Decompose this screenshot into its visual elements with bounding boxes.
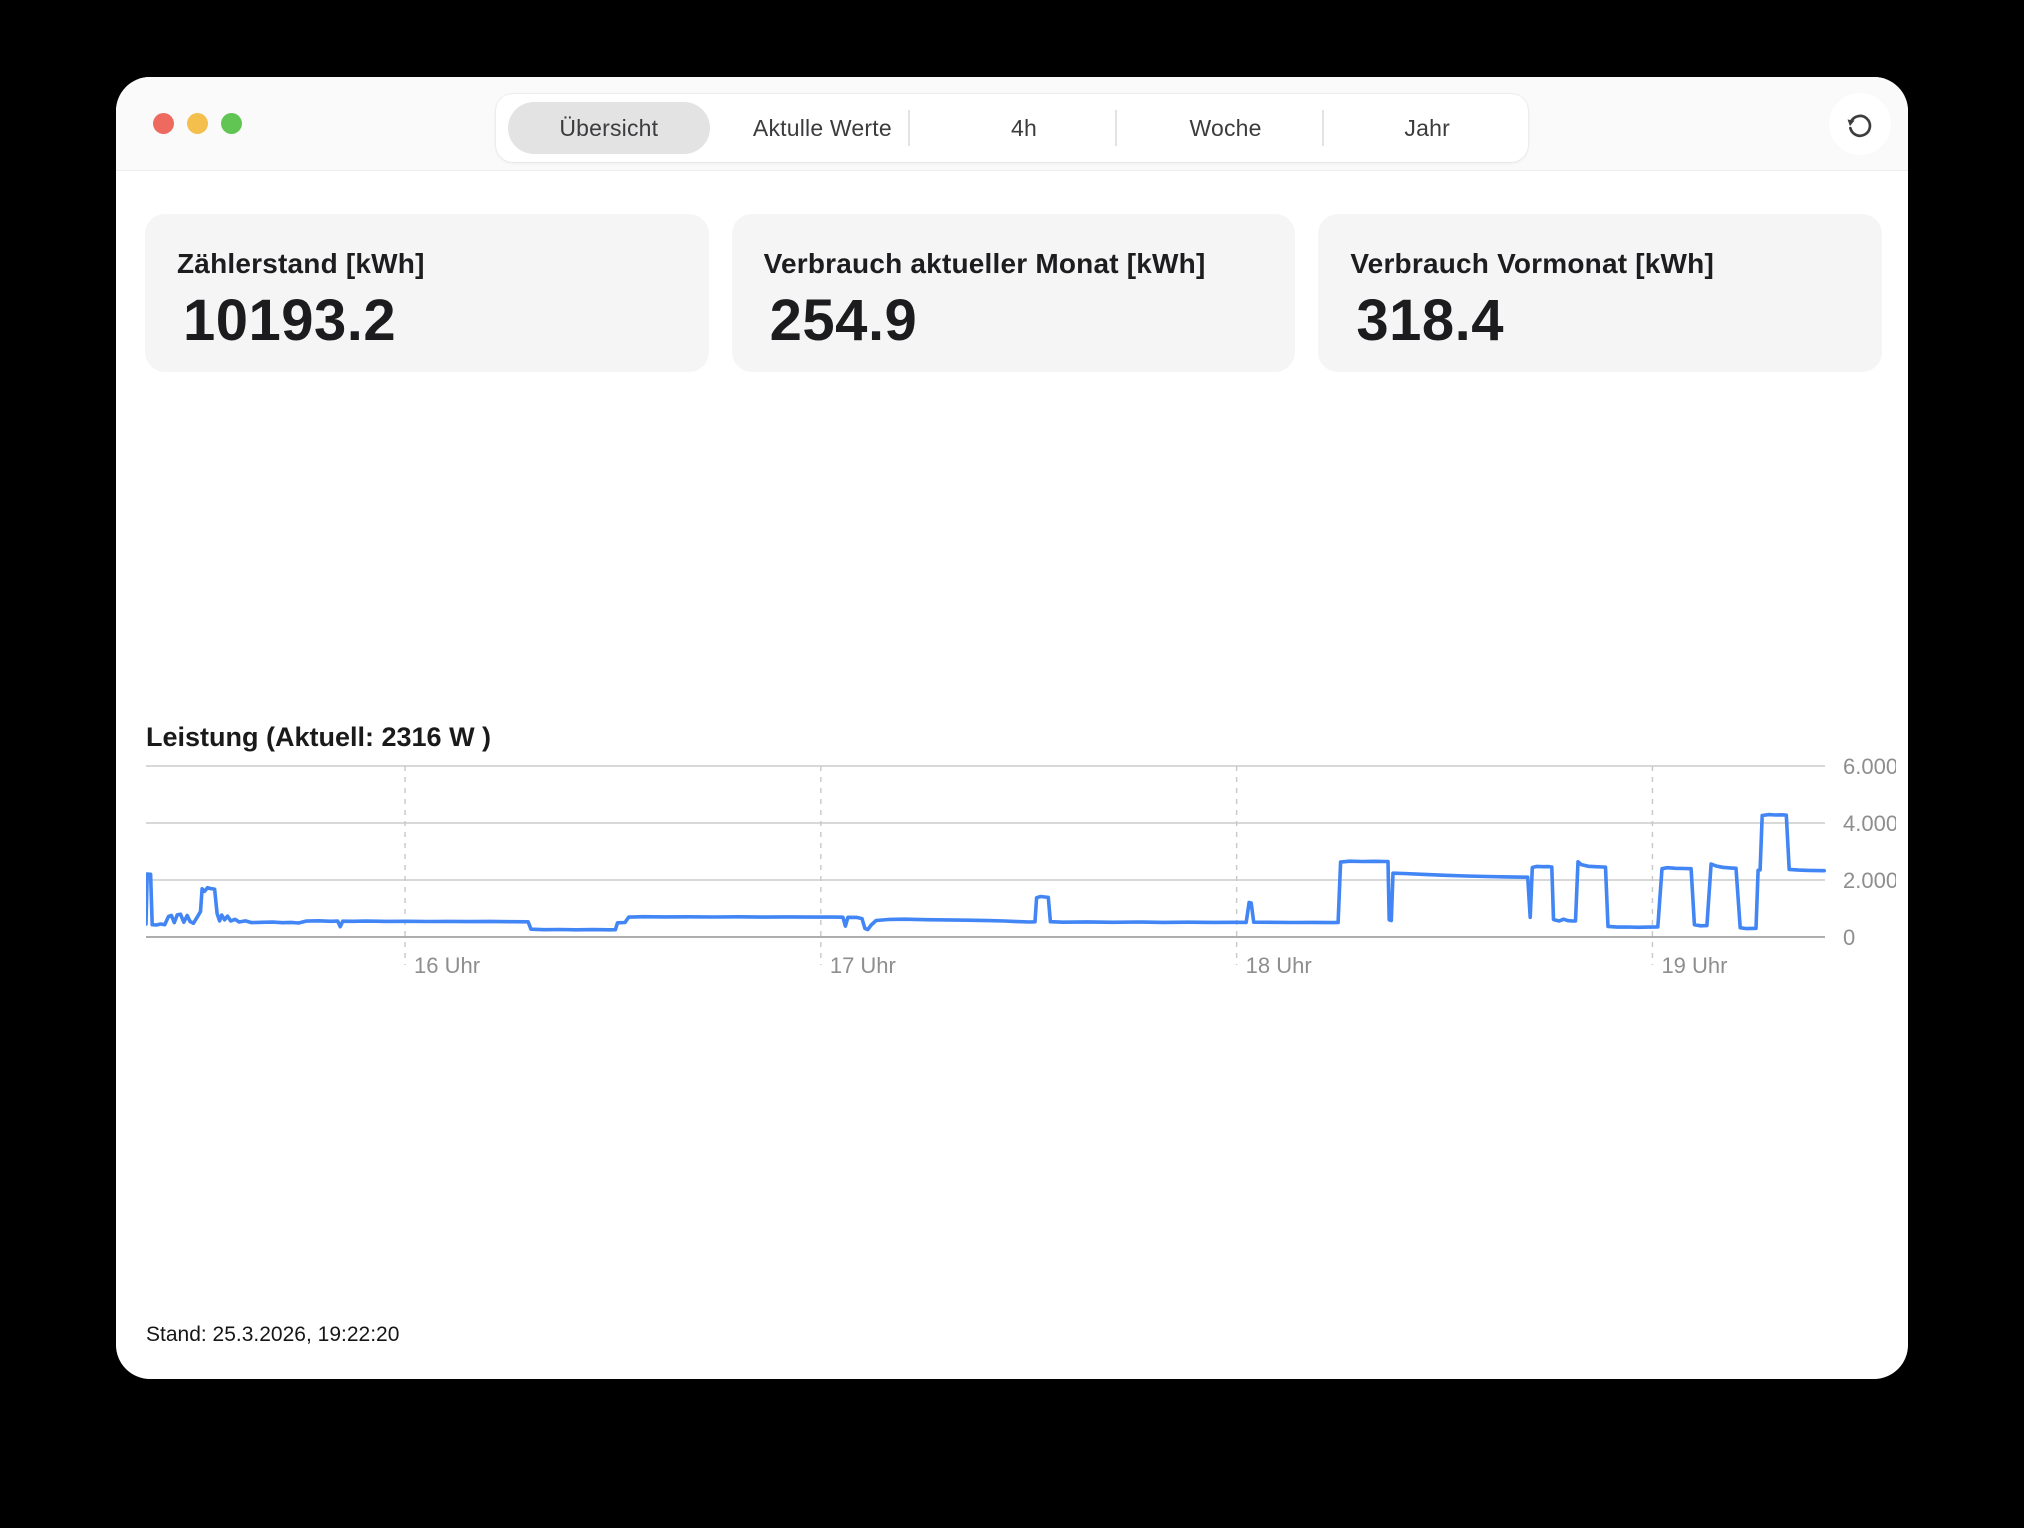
tab-bar: Übersicht Aktulle Werte 4h Woche Jahr bbox=[496, 94, 1528, 162]
card-value: 254.9 bbox=[769, 288, 918, 353]
tab-jahr[interactable]: Jahr bbox=[1404, 114, 1450, 141]
y-axis-tick-label: 6.000 bbox=[1843, 758, 1896, 779]
close-button[interactable] bbox=[153, 113, 174, 134]
y-axis-tick-label: 4.000 bbox=[1843, 811, 1896, 836]
toolbar: Übersicht Aktulle Werte 4h Woche Jahr bbox=[116, 77, 1908, 171]
tab-separator bbox=[908, 110, 910, 146]
traffic-lights bbox=[153, 77, 242, 170]
tab-separator bbox=[1322, 110, 1324, 146]
y-axis-tick-label: 0 bbox=[1843, 925, 1855, 950]
tab-4h[interactable]: 4h bbox=[1010, 114, 1037, 141]
x-axis-tick-label: 17 Uhr bbox=[830, 953, 896, 978]
card-value: 318.4 bbox=[1356, 288, 1504, 353]
x-axis-tick-label: 19 Uhr bbox=[1661, 953, 1727, 978]
card-verbrauch-vormonat: Verbrauch Vormonat [kWh] 318.4 bbox=[1318, 214, 1883, 372]
card-title: Zählerstand [kWh] bbox=[177, 248, 425, 279]
status-text: Stand: 25.3.2026, 19:22:20 bbox=[146, 1323, 400, 1346]
x-axis-tick-label: 16 Uhr bbox=[414, 953, 480, 978]
minimize-button[interactable] bbox=[187, 113, 208, 134]
tab-woche[interactable]: Woche bbox=[1189, 114, 1262, 141]
refresh-button[interactable] bbox=[1829, 93, 1891, 155]
y-axis-tick-label: 2.000 bbox=[1843, 868, 1896, 893]
refresh-counterclockwise-icon bbox=[1847, 114, 1872, 138]
card-verbrauch-aktueller-monat: Verbrauch aktueller Monat [kWh] 254.9 bbox=[731, 214, 1296, 372]
power-chart: 0 2.000 4.000 6.000 16 Uhr 17 Uhr 18 Uhr 19 Uhr bbox=[146, 758, 1896, 978]
tab-uebersicht[interactable]: Übersicht bbox=[508, 102, 710, 154]
stat-cards: Zählerstand [kWh] 10193.2 Verbrauch aktu… bbox=[145, 214, 1883, 372]
chart-title: Leistung (Aktuell: 2316 W ) bbox=[146, 722, 492, 752]
tab-aktulle-werte[interactable]: Aktulle Werte bbox=[752, 114, 892, 141]
power-line-series bbox=[146, 812, 1826, 932]
tab-separator bbox=[1115, 110, 1117, 146]
card-zaehlerstand: Zählerstand [kWh] 10193.2 bbox=[145, 214, 709, 372]
card-value: 10193.2 bbox=[183, 288, 397, 353]
zoom-button[interactable] bbox=[221, 113, 242, 134]
card-title: Verbrauch Vormonat [kWh] bbox=[1350, 248, 1715, 279]
card-title: Verbrauch aktueller Monat [kWh] bbox=[763, 248, 1206, 279]
app-window: Übersicht Aktulle Werte 4h Woche Jahr Zä… bbox=[116, 77, 1908, 1379]
x-axis-tick-label: 18 Uhr bbox=[1246, 953, 1312, 978]
